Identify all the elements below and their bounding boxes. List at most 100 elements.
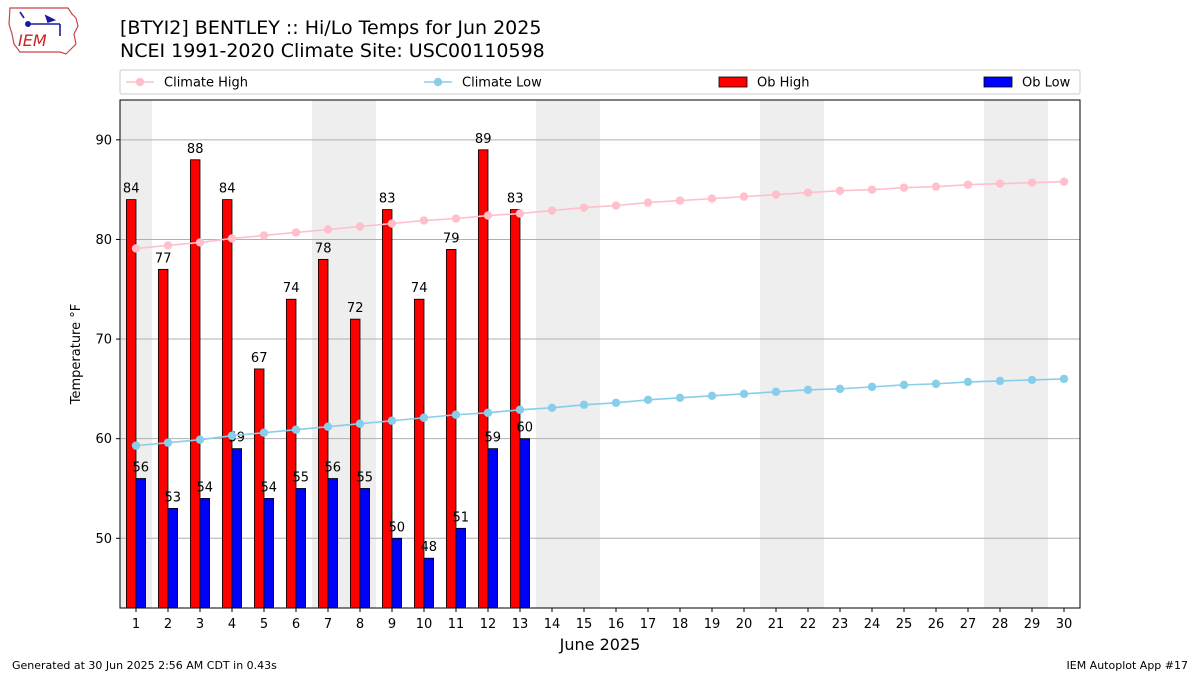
- ob-high-bar: [381, 209, 393, 609]
- x-tick-label: 13: [512, 617, 529, 632]
- x-tick-label: 15: [576, 617, 593, 632]
- ob-high-bar: [285, 298, 297, 609]
- climate-high-point: [579, 203, 589, 212]
- ob-low-value-label: 48: [421, 540, 438, 555]
- x-tick-label: 28: [992, 617, 1009, 632]
- climate-low-point: [899, 380, 909, 390]
- x-tick-label: 22: [800, 617, 817, 632]
- x-tick-label: 21: [768, 617, 785, 632]
- y-tick-label: 90: [95, 133, 112, 148]
- legend-box: [119, 69, 1081, 95]
- climate-high-point: [1059, 177, 1069, 186]
- ob-high-bar: [157, 268, 169, 609]
- iem-logo: IEM: [8, 7, 79, 55]
- ob-high-value-label: 74: [411, 281, 428, 296]
- x-tick-label: 27: [960, 617, 977, 632]
- x-tick-label: 9: [388, 617, 396, 632]
- x-axis-label: June 2025: [559, 635, 641, 654]
- climate-high-point: [675, 196, 685, 205]
- climate-low-point: [195, 435, 205, 444]
- ob-low-bar: [135, 478, 147, 609]
- ob-low-bar: [487, 448, 499, 609]
- ob-low-value-label: 50: [389, 520, 406, 535]
- weekend-shade: [760, 100, 824, 608]
- y-tick-label: 80: [95, 233, 112, 248]
- weekend-shade: [536, 100, 600, 608]
- climate-low-point: [451, 410, 461, 419]
- climate-high-point: [931, 182, 941, 191]
- climate-high-point: [323, 225, 333, 234]
- legend-ob-low-label: Ob Low: [1022, 76, 1071, 91]
- climate-low-point: [803, 385, 813, 395]
- ob-high-value-label: 83: [507, 192, 524, 207]
- ob-high-value-label: 84: [219, 182, 236, 197]
- climate-high-point: [643, 198, 653, 207]
- y-tick-label: 60: [95, 432, 112, 447]
- ob-high-bar: [189, 159, 201, 609]
- ob-low-bar: [455, 527, 467, 609]
- x-tick-label: 7: [324, 617, 332, 632]
- climate-high-point: [291, 228, 301, 237]
- climate-low-point: [419, 413, 429, 422]
- ob-low-value-label: 51: [453, 510, 470, 525]
- ob-high-bar: [413, 298, 425, 609]
- ob-high-value-label: 79: [443, 231, 460, 246]
- climate-high-point: [995, 179, 1005, 188]
- x-tick-label: 26: [928, 617, 945, 632]
- climate-low-point: [995, 376, 1005, 386]
- legend-climate-low-marker: [433, 77, 443, 87]
- ob-low-bar: [231, 448, 243, 609]
- climate-low-point: [739, 389, 749, 399]
- x-tick-label: 18: [672, 617, 689, 632]
- climate-low-point: [131, 441, 141, 450]
- ob-high-value-label: 72: [347, 301, 364, 316]
- climate-high-point: [1027, 178, 1037, 187]
- climate-high-point: [451, 214, 461, 223]
- legend-climate-high-marker: [135, 77, 145, 87]
- climate-high-point: [483, 211, 493, 220]
- climate-high-point: [131, 244, 141, 253]
- ob-low-value-label: 53: [165, 490, 182, 505]
- iowa-state-outline: [8, 7, 79, 55]
- x-tick-label: 19: [704, 617, 721, 632]
- x-tick-label: 17: [640, 617, 657, 632]
- climate-low-line: [135, 378, 1065, 447]
- climate-high-point: [611, 201, 621, 210]
- climate-low-point: [707, 391, 717, 401]
- logo-text: IEM: [18, 31, 47, 50]
- x-tick-label: 29: [1024, 617, 1041, 632]
- legend-climate-low-label: Climate Low: [462, 76, 542, 91]
- climate-high-point: [963, 180, 973, 189]
- x-tick-label: 2: [164, 617, 172, 632]
- climate-high-point: [803, 188, 813, 197]
- climate-high-point: [163, 241, 173, 250]
- legend-ob-low-swatch: [983, 76, 1013, 88]
- x-tick-label: 25: [896, 617, 913, 632]
- ob-low-bar: [359, 488, 371, 609]
- climate-low-point: [963, 377, 973, 387]
- x-tick-label: 23: [832, 617, 849, 632]
- climate-low-point: [1059, 374, 1069, 384]
- x-tick-label: 20: [736, 617, 753, 632]
- generated-timestamp: Generated at 30 Jun 2025 2:56 AM CDT in …: [12, 659, 277, 672]
- weather-station-icon: [19, 11, 61, 36]
- climate-high-point: [195, 238, 205, 247]
- climate-low-point: [259, 428, 269, 437]
- x-tick-label: 24: [864, 617, 881, 632]
- y-tick-label: 50: [95, 532, 112, 547]
- ob-low-value-label: 60: [517, 421, 534, 436]
- ob-low-bar: [167, 507, 179, 609]
- ob-low-bar: [295, 488, 307, 609]
- climate-high-point: [387, 219, 397, 228]
- ob-high-value-label: 77: [155, 251, 172, 266]
- legend-climate-high-label: Climate High: [164, 76, 248, 91]
- climate-low-point: [483, 408, 493, 417]
- climate-low-point: [227, 431, 237, 440]
- climate-low-point: [163, 438, 173, 447]
- climate-low-point: [611, 398, 621, 408]
- climate-low-point: [355, 419, 365, 428]
- ob-low-bar: [391, 537, 403, 609]
- x-tick-label: 30: [1056, 617, 1073, 632]
- climate-high-point: [515, 209, 525, 218]
